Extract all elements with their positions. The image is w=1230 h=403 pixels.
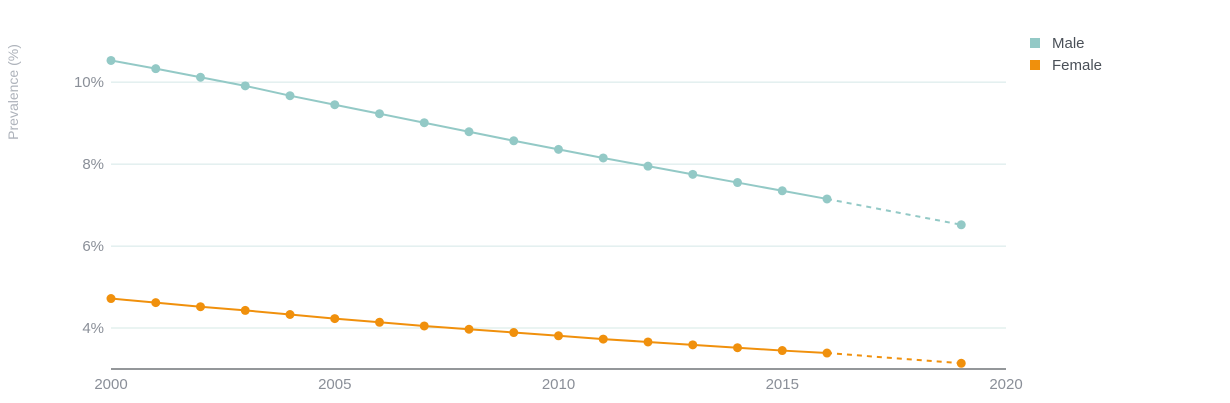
data-point-male[interactable] (598, 153, 608, 163)
data-point-male[interactable] (151, 64, 161, 74)
data-point-male[interactable] (375, 109, 384, 119)
data-point-female[interactable] (777, 346, 787, 356)
data-point-female[interactable] (509, 328, 519, 338)
data-point-female[interactable] (598, 334, 608, 344)
data-point-female[interactable] (330, 314, 340, 324)
data-point-female[interactable] (688, 340, 698, 350)
x-tick-label: 2005 (318, 376, 351, 393)
data-point-male[interactable] (956, 220, 966, 230)
y-tick-label: 6% (82, 238, 104, 255)
data-point-female[interactable] (106, 294, 116, 304)
data-point-female[interactable] (822, 348, 832, 358)
data-point-female[interactable] (643, 337, 653, 347)
legend-item-male: Male (1030, 32, 1102, 54)
legend-swatch-female (1030, 60, 1040, 70)
legend: Male Female (1030, 32, 1102, 76)
data-point-female[interactable] (375, 317, 384, 327)
x-tick-label: 2010 (542, 376, 575, 393)
x-tick-label: 2000 (94, 376, 127, 393)
gridlines (111, 81, 1006, 329)
data-point-male[interactable] (733, 178, 742, 188)
legend-label-female: Female (1052, 56, 1103, 74)
data-point-male[interactable] (419, 118, 429, 128)
legend-swatch-male (1030, 38, 1040, 48)
data-point-male[interactable] (643, 161, 653, 171)
y-tick-label: 10% (74, 74, 104, 91)
data-point-male[interactable] (240, 81, 250, 91)
data-point-female[interactable] (419, 321, 429, 331)
data-point-male[interactable] (464, 127, 474, 137)
y-tick-label: 8% (82, 156, 104, 173)
y-tick-labels: 4% 6% 8% 10% (74, 74, 104, 337)
series-male (106, 55, 966, 230)
data-point-male[interactable] (196, 72, 205, 82)
legend-item-female: Female (1030, 54, 1102, 76)
x-tick-label: 2015 (766, 376, 799, 393)
data-point-male[interactable] (330, 100, 340, 110)
series-projection-line-male (826, 197, 962, 226)
data-point-female[interactable] (285, 310, 295, 320)
data-point-male[interactable] (822, 194, 832, 204)
x-tick-label: 2020 (989, 376, 1022, 393)
series-layer (106, 55, 966, 368)
legend-label-male: Male (1052, 34, 1085, 52)
data-point-male[interactable] (106, 55, 116, 65)
data-point-male[interactable] (688, 169, 698, 179)
series-projection-line-female (826, 352, 962, 365)
data-point-female[interactable] (240, 305, 250, 315)
data-point-female[interactable] (554, 331, 563, 341)
data-point-male[interactable] (285, 91, 295, 101)
y-axis-title: Prevalence (%) (5, 44, 21, 140)
x-tick-labels: 2000 2005 2010 2015 2020 (94, 376, 1022, 393)
y-tick-label: 4% (82, 320, 104, 337)
data-point-female[interactable] (151, 298, 161, 308)
data-point-male[interactable] (777, 186, 787, 196)
data-point-male[interactable] (509, 136, 519, 146)
data-point-female[interactable] (956, 358, 966, 368)
data-point-female[interactable] (464, 324, 474, 334)
data-point-female[interactable] (733, 343, 742, 353)
series-female (106, 294, 966, 368)
data-point-male[interactable] (554, 144, 563, 154)
data-point-female[interactable] (196, 302, 205, 312)
